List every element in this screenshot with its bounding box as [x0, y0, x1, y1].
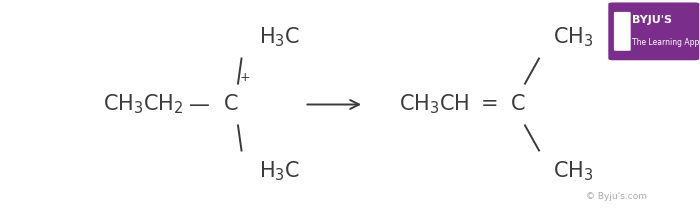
Text: —: —: [189, 94, 210, 115]
Text: CH$_3$: CH$_3$: [553, 26, 594, 49]
Text: +: +: [239, 71, 251, 84]
Text: CH$_3$: CH$_3$: [553, 160, 594, 183]
Text: H$_3$C: H$_3$C: [259, 26, 300, 49]
Text: C: C: [511, 94, 525, 115]
Text: =: =: [481, 94, 499, 115]
Text: H$_3$C: H$_3$C: [259, 160, 300, 183]
FancyArrowPatch shape: [307, 100, 359, 109]
Text: C: C: [224, 94, 238, 115]
Text: CH$_3$CH: CH$_3$CH: [399, 93, 469, 116]
FancyBboxPatch shape: [609, 3, 699, 60]
Text: BYJU'S: BYJU'S: [632, 15, 672, 25]
FancyBboxPatch shape: [614, 12, 631, 51]
Text: CH$_3$CH$_2$: CH$_3$CH$_2$: [103, 93, 184, 116]
Text: The Learning App: The Learning App: [632, 38, 699, 47]
Text: © Byju's.com: © Byju's.com: [585, 192, 647, 201]
